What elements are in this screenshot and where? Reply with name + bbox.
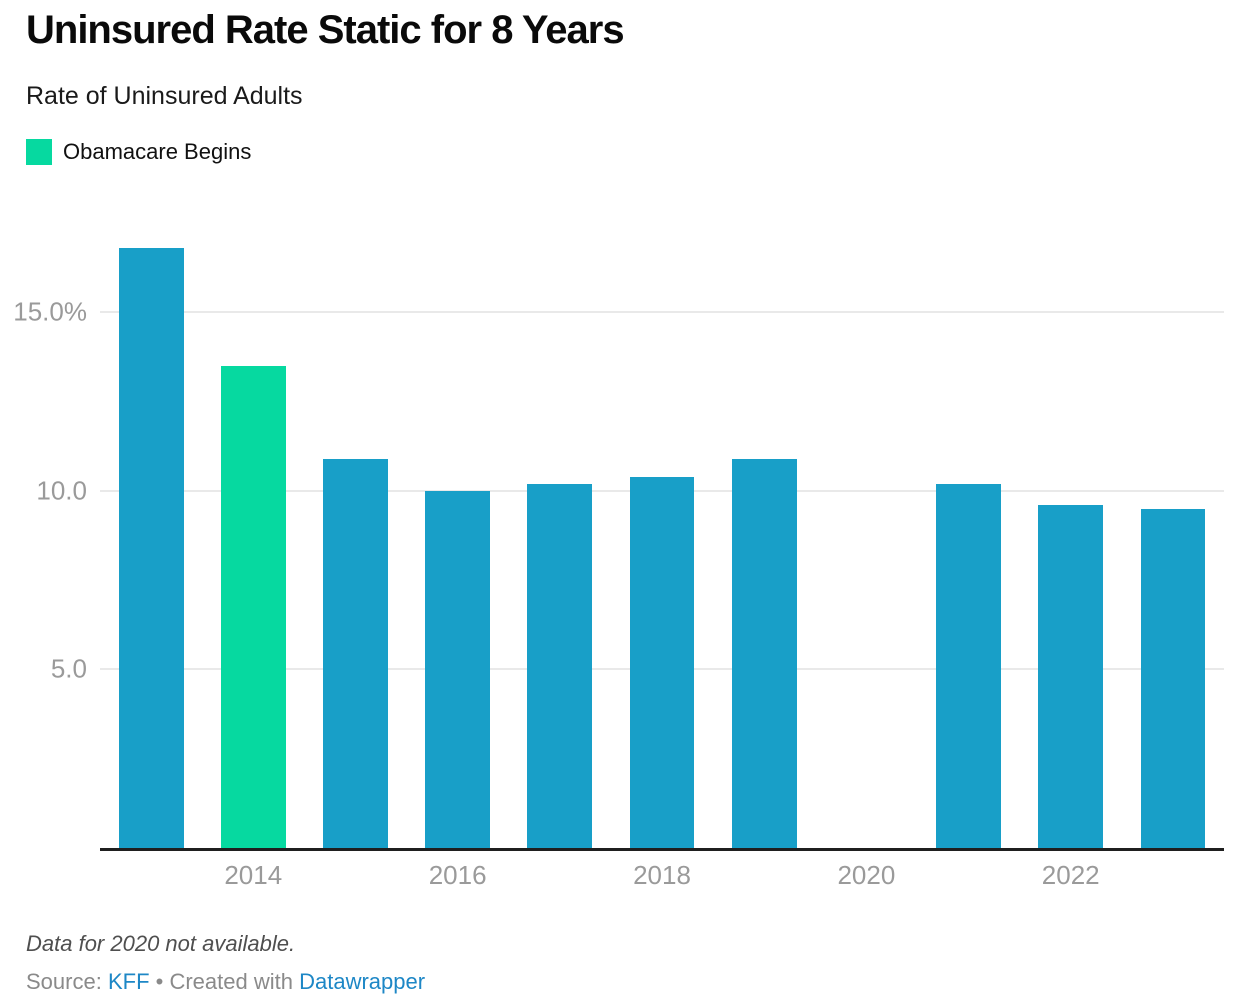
x-axis-baseline [100,848,1224,851]
x-tick-label-2016: 2016 [428,860,487,890]
bar-slot-2016 [407,220,509,848]
x-tick-label-2018: 2018 [633,860,691,890]
source-line: Source: KFF • Created with Datawrapper [26,969,425,995]
bar-2015[interactable] [323,458,388,848]
bar-2018[interactable] [629,476,695,848]
bar-2023[interactable] [1140,508,1206,848]
x-tick-label-2014: 2014 [224,860,283,890]
y-tick-label-5: 5.0 [50,653,87,684]
datawrapper-link[interactable]: Datawrapper [299,969,426,994]
chart-subtitle: Rate of Uninsured Adults [26,82,303,110]
bar-slot-2019 [713,220,815,848]
bar-2019[interactable] [731,458,797,848]
bar-slot-2013 [100,220,202,848]
gridline-15: 15.0% [13,297,1224,327]
bar-2016[interactable] [425,490,491,848]
bar-2022[interactable] [1038,505,1104,848]
bar-slot-2021 [918,220,1020,848]
legend: Obamacare Begins [26,139,251,165]
bar-2014[interactable] [220,365,286,848]
bar-slot-2014 [202,220,304,848]
bars-container [100,220,1224,848]
source-separator: • [155,969,164,994]
bar-slot-2020 [815,220,917,848]
bar-slot-2023 [1122,220,1224,848]
bar-slot-2022 [1020,220,1122,848]
x-tick-label-2022: 2022 [1041,860,1100,890]
created-with-text: Created with [169,969,293,994]
bar-slot-2018 [611,220,713,848]
bar-2017[interactable] [527,483,593,848]
bar-chart-plot-area: 5.0 10.0 15.0% 2014 2016 2018 2020 2022 [13,220,1224,890]
y-tick-label-10: 10.0 [36,475,87,506]
source-prefix: Source: [26,969,102,994]
chart-note: Data for 2020 not available. [26,931,296,956]
source-link-kff[interactable]: KFF [107,969,150,994]
bar-2021[interactable] [936,483,1002,848]
bar-slot-2015 [304,220,406,848]
y-tick-label-15: 15.0% [13,296,87,327]
bar-2013[interactable] [118,247,184,848]
legend-swatch-highlight [26,139,52,165]
bar-slot-2017 [509,220,611,848]
chart-title: Uninsured Rate Static for 8 Years [26,8,625,52]
x-tick-label-2020: 2020 [837,860,896,890]
legend-label: Obamacare Begins [63,139,252,164]
